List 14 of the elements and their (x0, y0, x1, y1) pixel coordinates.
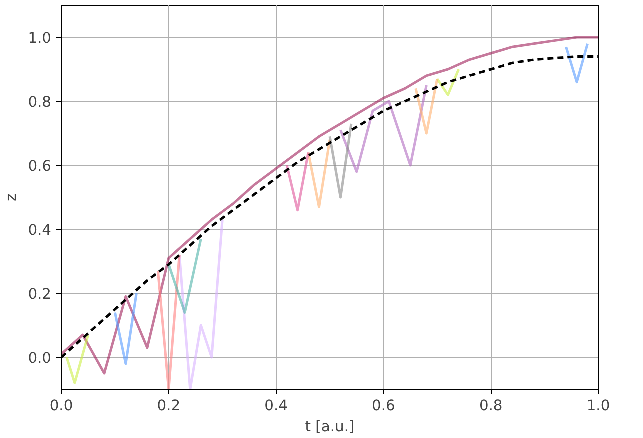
x-tick-label: 0.8 (479, 398, 503, 414)
x-tick-label: 0.2 (157, 398, 181, 414)
y-tick-label: 0.2 (28, 286, 52, 303)
y-tick-label: 0.0 (28, 350, 52, 367)
y-tick-label: 0.6 (28, 158, 52, 175)
y-tick-label: 0.4 (28, 222, 52, 239)
y-tick-label: 1.0 (28, 30, 52, 47)
x-tick-label: 0.6 (372, 398, 396, 414)
x-tick-label: 1.0 (586, 398, 610, 414)
x-tick-label: 0.4 (264, 398, 288, 414)
x-axis-title: t [a.u.] (305, 418, 355, 436)
y-tick-label: 0.8 (28, 94, 52, 111)
x-tick-label: 0.0 (50, 398, 74, 414)
y-axis-title: z (3, 193, 20, 202)
